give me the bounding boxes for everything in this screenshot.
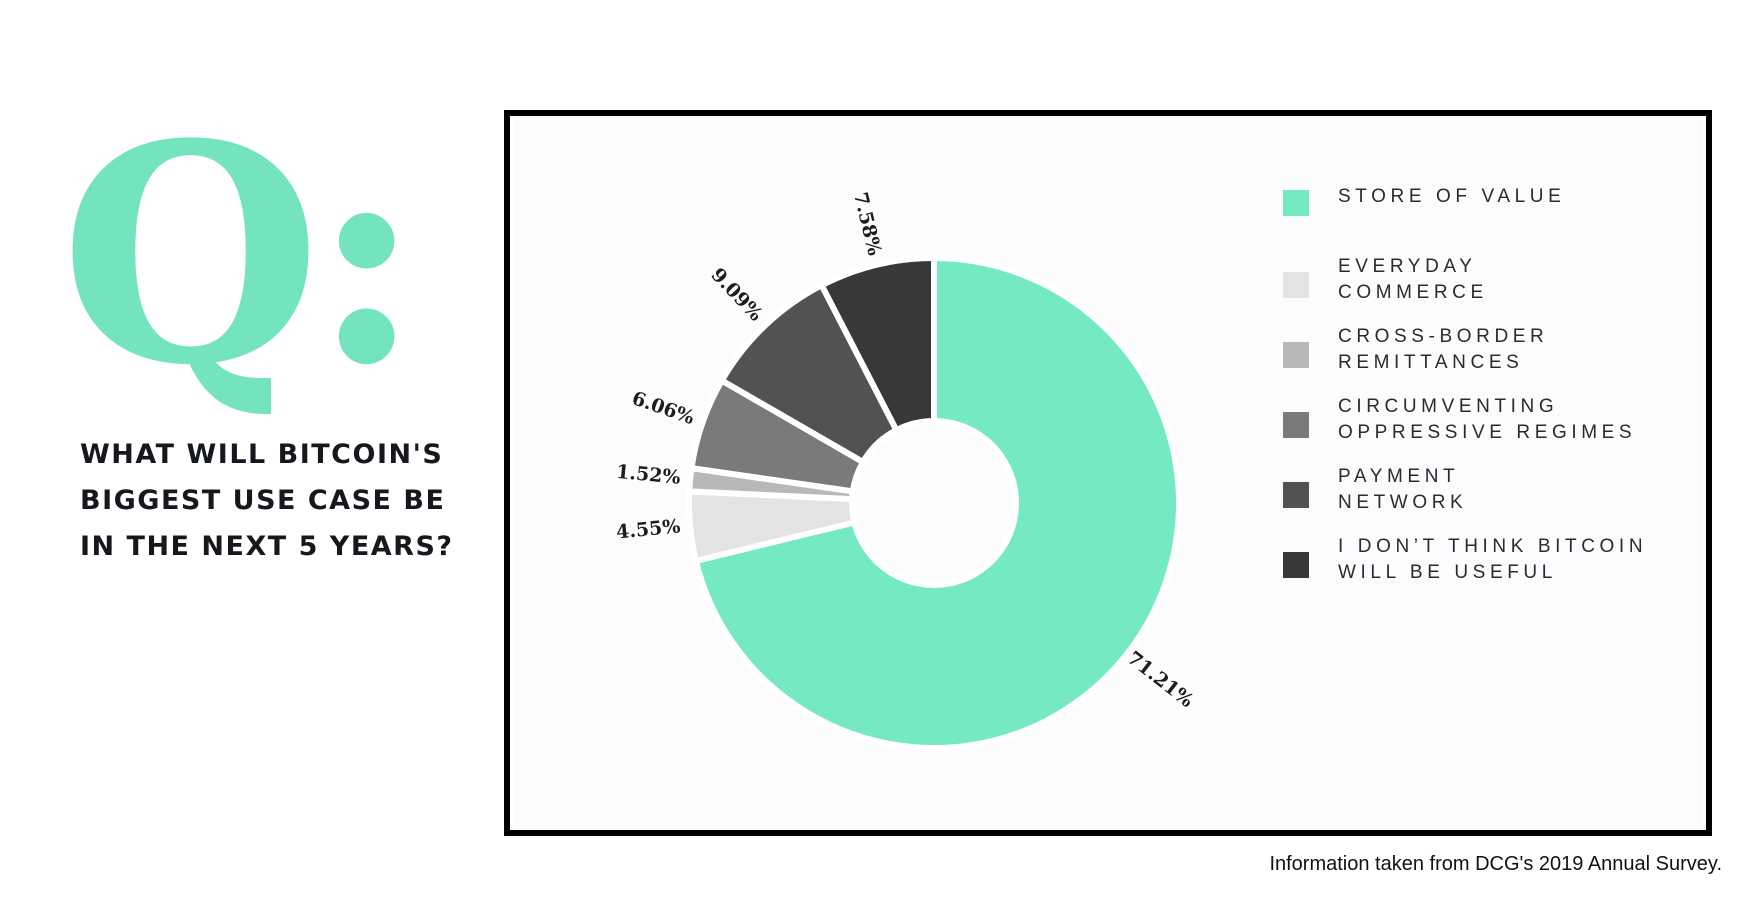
slice-value-label-2: 1.52% xyxy=(615,461,681,489)
chart-frame: 71.21% 4.55% 1.52% 6.06% 9.09% 7.58% STORE OF… xyxy=(504,110,1712,836)
legend-swatch-1 xyxy=(1283,272,1309,298)
source-note: Information taken from DCG's 2019 Annual… xyxy=(1269,853,1722,875)
slice-value-label-1: 4.55% xyxy=(615,515,681,543)
legend-label-3: CIRCUMVENTING OPPRESSIVE REGIMES xyxy=(1338,396,1637,443)
chart-panel: 71.21% 4.55% 1.52% 6.06% 9.09% 7.58% STORE OF… xyxy=(514,120,1702,826)
q-mark-heading: Q: xyxy=(60,78,422,431)
legend-swatch-5 xyxy=(1283,552,1309,578)
legend-label-4: PAYMENT NETWORK xyxy=(1338,466,1468,513)
slice-value-label-4: 9.09% xyxy=(706,264,766,326)
donut-chart: 71.21% 4.55% 1.52% 6.06% 9.09% 7.58% xyxy=(615,190,1198,751)
slice-0 xyxy=(692,254,1182,751)
legend-label-2: CROSS-BORDER REMITTANCES xyxy=(1338,326,1549,373)
legend-swatch-4 xyxy=(1283,482,1309,508)
slice-5 xyxy=(817,254,937,435)
legend-label-1: EVERYDAY COMMERCE xyxy=(1338,256,1488,303)
question-line-1: WHAT WILL BITCOIN'S xyxy=(80,439,444,470)
question-line-2: BIGGEST USE CASE BE xyxy=(80,485,446,516)
question-text: WHAT WILL BITCOIN'S BIGGEST USE CASE BE … xyxy=(80,432,480,570)
legend-swatch-2 xyxy=(1283,342,1309,368)
slice-value-label-3: 6.06% xyxy=(629,387,697,429)
legend-swatch-3 xyxy=(1283,412,1309,438)
slice-value-label-5: 7.58% xyxy=(849,190,886,258)
question-line-3: IN THE NEXT 5 YEARS? xyxy=(80,531,454,562)
legend-label-5: I DON’T THINK BITCOIN WILL BE USEFUL xyxy=(1338,536,1648,583)
slice-value-label-0: 71.21% xyxy=(1123,647,1198,712)
legend-swatch-0 xyxy=(1283,190,1309,216)
legend-label-0: STORE OF VALUE xyxy=(1338,186,1566,207)
